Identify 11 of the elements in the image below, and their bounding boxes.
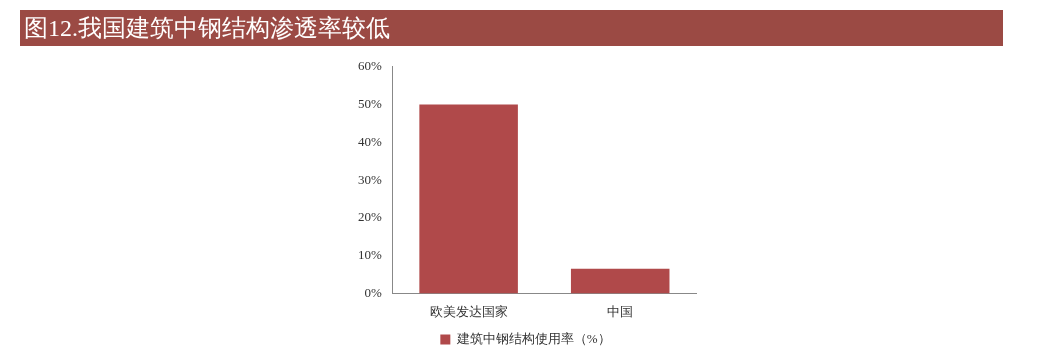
y-tick-label: 40% [357,133,382,149]
y-tick-label: 30% [357,171,382,187]
y-tick-label: 50% [357,95,382,111]
x-tick-label: 中国 [607,303,634,319]
legend-label: 建筑中钢结构使用率（%） [455,330,611,346]
chart-title: 图12.我国建筑中钢结构渗透率较低 [20,10,1003,46]
x-tick-label: 欧美发达国家 [429,303,508,319]
y-tick-label: 10% [357,247,382,263]
y-tick-label: 0% [364,284,382,300]
y-tick-label: 60% [357,58,382,74]
y-tick-label: 20% [357,209,382,225]
